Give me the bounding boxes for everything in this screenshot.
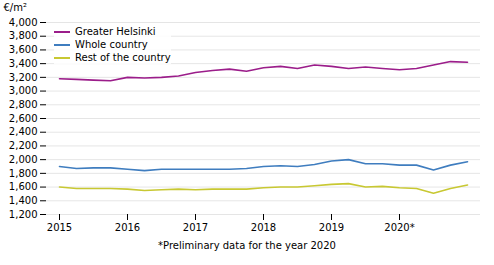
svg-text:3,800: 3,800 bbox=[9, 30, 38, 41]
svg-text:2015: 2015 bbox=[47, 222, 72, 233]
svg-text:2,800: 2,800 bbox=[9, 99, 38, 110]
html-text:Whole country: Whole country bbox=[75, 39, 148, 50]
svg-text:4,000: 4,000 bbox=[9, 17, 38, 28]
svg-text:1,400: 1,400 bbox=[9, 195, 38, 206]
svg-text:2,200: 2,200 bbox=[9, 140, 38, 151]
svg-text:1,800: 1,800 bbox=[9, 168, 38, 179]
svg-text:2020*: 2020* bbox=[384, 222, 414, 233]
svg-text:2,000: 2,000 bbox=[9, 154, 38, 165]
html-text:Rest of the country: Rest of the country bbox=[75, 52, 171, 63]
html-text:Greater Helsinki: Greater Helsinki bbox=[75, 26, 156, 37]
svg-text:3,200: 3,200 bbox=[9, 72, 38, 83]
html-text:*Preliminary data for the year: *Preliminary data for the year 2020 bbox=[158, 240, 336, 251]
svg-text:3,400: 3,400 bbox=[9, 58, 38, 69]
svg-text:1,200: 1,200 bbox=[9, 209, 38, 220]
svg-text:2016: 2016 bbox=[115, 222, 140, 233]
svg-text:2018: 2018 bbox=[251, 222, 276, 233]
svg-text:3,000: 3,000 bbox=[9, 85, 38, 96]
svg-text:3,600: 3,600 bbox=[9, 44, 38, 55]
svg-text:2,400: 2,400 bbox=[9, 126, 38, 137]
svg-text:1,600: 1,600 bbox=[9, 181, 38, 192]
svg-text:€/m²: €/m² bbox=[4, 2, 27, 13]
svg-text:2,600: 2,600 bbox=[9, 113, 38, 124]
svg-text:2017: 2017 bbox=[183, 222, 208, 233]
svg-text:2019: 2019 bbox=[319, 222, 344, 233]
